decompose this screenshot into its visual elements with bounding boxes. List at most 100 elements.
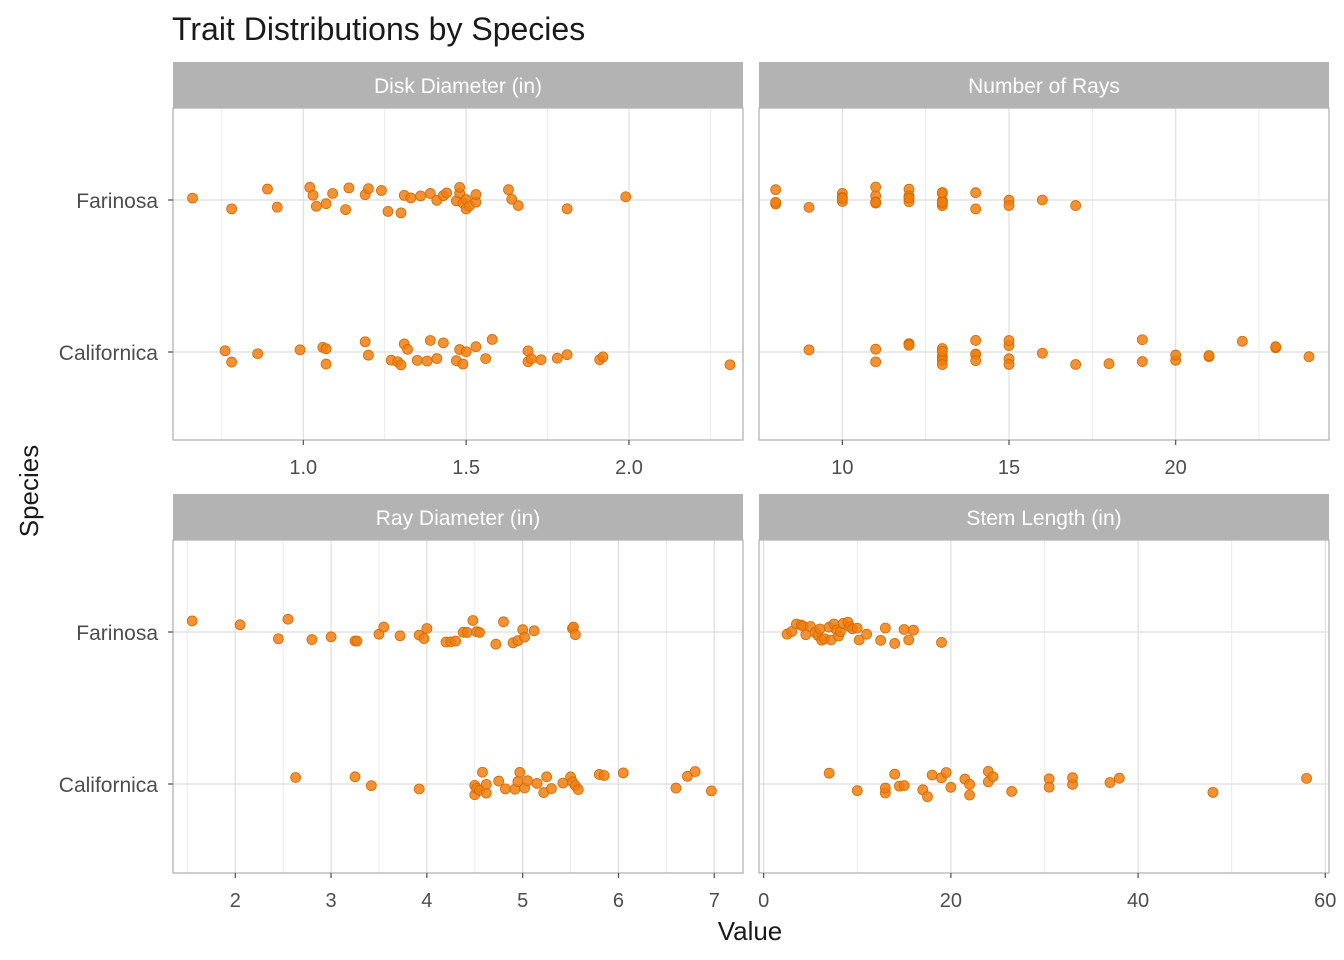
data-point-californica [1070,359,1082,370]
data-point-californica [424,335,436,346]
chart-title: Trait Distributions by Species [172,11,585,47]
data-point-farinosa [519,631,530,643]
data-point-californica [851,785,863,797]
data-point-farinosa [470,189,482,200]
data-point-californica [1203,350,1215,361]
data-point-farinosa [970,187,982,199]
x-tick-label: 2 [230,890,241,912]
data-point-farinosa [320,198,332,210]
data-point-farinosa [770,196,782,208]
data-point-californica [359,336,371,348]
y-category-label: Californica [59,774,159,797]
data-point-farinosa [803,201,815,213]
data-point-farinosa [970,203,982,215]
data-point-californica [219,345,231,357]
data-point-californica [922,791,933,803]
data-point-farinosa [1070,200,1082,211]
data-point-farinosa [340,204,352,216]
data-point-californica [936,359,948,370]
data-point-californica [1067,772,1078,784]
x-tick-label: 20 [1165,457,1187,479]
data-point-californica [1136,356,1148,367]
data-point-farinosa [936,187,948,198]
data-point-californica [561,349,573,361]
data-point-californica [803,344,815,356]
x-tick-label: 7 [709,890,720,912]
data-point-californica [1003,335,1015,346]
data-point-farinosa [498,616,509,628]
y-category-label: Californica [59,342,159,365]
data-point-californica [363,349,374,361]
data-point-farinosa [343,182,355,194]
data-point-farinosa [569,629,581,641]
data-point-farinosa [424,188,436,199]
data-point-californica [1236,335,1248,347]
data-point-californica [365,780,377,792]
panel-border [172,539,744,874]
data-point-californica [349,771,361,783]
data-point-californica [551,352,563,364]
data-point-farinosa [394,630,406,642]
data-point-californica [940,767,952,778]
data-point-californica [395,359,407,371]
data-point-californica [1006,785,1018,797]
data-point-farinosa [272,633,284,645]
data-point-californica [617,767,629,779]
data-point-farinosa [351,635,363,647]
panel-border [758,539,1330,874]
data-point-californica [1301,772,1312,784]
data-point-californica [531,777,543,789]
data-point-farinosa [889,638,901,649]
x-tick-label: 3 [326,890,337,912]
data-point-californica [682,770,693,782]
data-point-farinosa [325,631,337,643]
data-point-californica [413,783,425,795]
data-point-californica [870,343,882,355]
data-point-californica [1270,341,1282,353]
data-point-farinosa [415,190,426,202]
data-point-farinosa [898,624,910,635]
data-point-californica [823,767,835,779]
data-point-farinosa [234,619,246,631]
facet-strip-label: Stem Length (in) [966,507,1121,530]
data-point-farinosa [936,196,948,208]
data-point-californica [879,782,891,794]
data-point-farinosa [870,197,882,208]
data-point-farinosa [186,615,198,627]
x-tick-label: 10 [831,457,853,479]
data-point-farinosa [903,192,915,204]
data-point-farinosa [310,200,322,212]
facet-strip-label: Disk Diameter (in) [374,75,542,98]
data-point-californica [460,346,472,358]
x-axis-title: Value [718,916,783,946]
x-tick-label: 1.5 [452,457,480,479]
data-point-californica [889,768,901,780]
data-point-californica [477,766,488,778]
data-point-californica [252,348,264,360]
data-point-californica [1113,772,1125,784]
data-point-californica [1043,781,1055,793]
data-point-californica [525,353,537,365]
data-point-farinosa [879,622,891,634]
data-point-farinosa [395,207,407,219]
data-point-californica [1103,358,1115,370]
x-tick-label: 15 [998,457,1020,479]
data-point-californica [970,355,982,367]
data-point-farinosa [450,635,462,647]
data-point-californica [1303,351,1315,363]
x-tick-label: 0 [758,890,769,912]
data-point-californica [597,351,609,363]
data-point-californica [1036,347,1048,359]
data-point-farinosa [875,634,887,646]
data-point-californica [987,771,999,783]
data-point-californica [1207,786,1219,798]
data-point-californica [480,778,492,790]
data-point-farinosa [271,201,283,213]
panel-border [172,107,744,441]
data-point-californica [411,354,423,366]
data-point-californica [689,766,701,777]
data-point-californica [522,775,533,787]
x-tick-label: 40 [1127,890,1149,912]
data-point-californica [294,344,306,356]
data-point-californica [437,337,449,349]
